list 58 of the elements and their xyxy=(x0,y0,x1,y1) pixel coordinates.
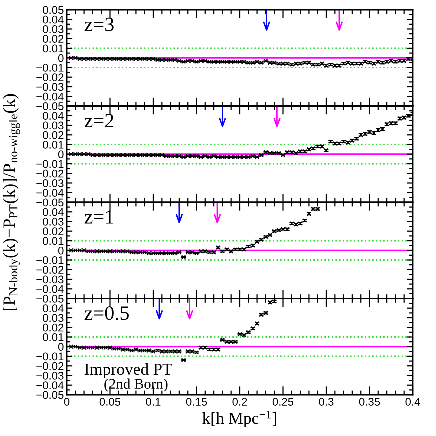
y-tick-label: −0.01 xyxy=(36,256,64,264)
y-tick-label: 0.02 xyxy=(43,131,64,140)
x-tick-label: 0.3 xyxy=(319,398,334,406)
x-tick-label: 0.35 xyxy=(359,398,380,406)
annotation: (2nd Born) xyxy=(104,378,168,392)
y-tick-label: −0.01 xyxy=(36,160,64,168)
y-tick-label: −0.03 xyxy=(36,83,64,92)
y-tick-label: 0 xyxy=(58,54,64,62)
y-tick-label: 0.05 xyxy=(43,6,64,14)
y-tick-label: 0.04 xyxy=(43,208,64,216)
y-tick-label: −0.02 xyxy=(36,266,64,274)
x-tick-label: 0.15 xyxy=(186,398,208,406)
y-tick-label: −0.03 xyxy=(36,180,64,188)
y-tick-label: 0.02 xyxy=(43,228,64,236)
y-tick-label: −0.02 xyxy=(36,74,64,82)
y-tick-label: −0.04 xyxy=(36,189,64,198)
y-tick-label: 0.03 xyxy=(43,218,64,226)
y-tick-label: −0.03 xyxy=(36,276,64,284)
x-tick-label: 0.1 xyxy=(146,398,161,406)
y-tick-label: 0 xyxy=(58,246,64,255)
y-tick-label: 0.04 xyxy=(43,16,64,24)
chart-title: z=3 xyxy=(84,18,114,32)
y-tick-label: 0.02 xyxy=(43,324,64,332)
y-tick-label: 0 xyxy=(58,150,64,159)
y-axis-title: [P$_{N‐body}$(k)−P$_{PT}$(k)]/P$_{no‐wiggle}$(k) xyxy=(3,94,20,310)
y-tick-label: −0.01 xyxy=(36,352,64,361)
x-axis-title: k[h Mpc$^{−1}$] xyxy=(202,410,276,428)
y-tick-label: 0.03 xyxy=(43,122,64,130)
y-tick-label: −0.05 xyxy=(36,295,64,303)
y-tick-label: 0.01 xyxy=(43,237,64,246)
chart-title: z=1 xyxy=(84,210,114,224)
y-tick-label: 0.01 xyxy=(43,44,64,53)
annotation: Improved PT xyxy=(84,363,172,378)
y-tick-label: −0.05 xyxy=(36,102,64,110)
y-tick-label: −0.04 xyxy=(36,382,64,390)
y-tick-label: −0.02 xyxy=(36,362,64,370)
y-tick-label: 0.01 xyxy=(43,334,64,342)
x-tick-label: 0.4 xyxy=(406,398,420,406)
y-tick-label: 0 xyxy=(58,343,64,352)
y-tick-label: −0.03 xyxy=(36,372,64,380)
y-tick-label: 0.01 xyxy=(43,141,64,149)
y-tick-label: −0.04 xyxy=(36,92,64,101)
x-tick-label: 0.05 xyxy=(100,398,121,406)
y-tick-label: −0.04 xyxy=(36,285,64,294)
y-tick-label: 0.03 xyxy=(43,26,64,34)
y-tick-label: −0.01 xyxy=(36,64,64,72)
y-tick-label: −0.02 xyxy=(36,170,64,178)
y-tick-label: 0.03 xyxy=(43,314,64,322)
y-tick-label: −0.05 xyxy=(36,198,64,207)
chart-title: z=2 xyxy=(84,114,114,128)
x-tick-label: 0.2 xyxy=(232,398,248,406)
x-tick-label: 0.25 xyxy=(272,398,294,406)
x-tick-label: 0 xyxy=(64,398,70,406)
y-tick-label: 0.04 xyxy=(43,304,64,313)
y-tick-label: 0.04 xyxy=(43,112,64,120)
y-tick-label: −0.05 xyxy=(36,391,64,400)
chart-title: z=0.5 xyxy=(84,306,129,320)
y-tick-label: 0.02 xyxy=(43,35,64,44)
